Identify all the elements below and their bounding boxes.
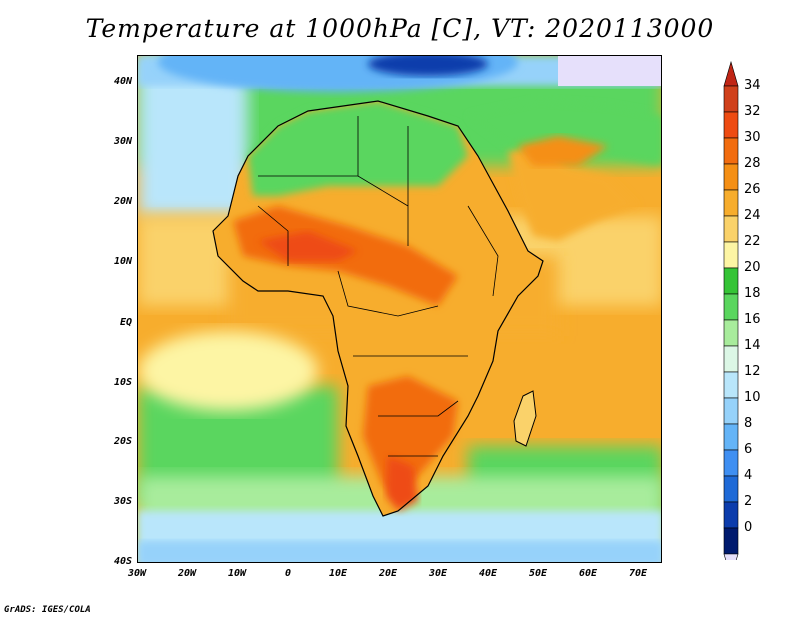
map-panel (137, 55, 662, 563)
colorbar-swatch (723, 397, 739, 425)
colorbar-label: 6 (744, 442, 753, 457)
lat-label: 10S (113, 377, 132, 388)
lon-label: 40E (478, 568, 498, 579)
temperature-field (138, 56, 661, 562)
colorbar-swatch (723, 215, 739, 243)
colorbar-swatch (723, 423, 739, 451)
colorbar-label: 4 (744, 468, 753, 483)
colorbar-label: 24 (744, 208, 761, 223)
lat-label: 10N (113, 256, 132, 267)
lon-label: 10W (227, 568, 247, 579)
colorbar-swatch (723, 137, 739, 165)
colorbar-label: 34 (744, 78, 761, 93)
lon-label: 30W (127, 568, 147, 579)
lon-label: 50E (528, 568, 548, 579)
colorbar-label: 8 (744, 416, 753, 431)
colorbar-label: 30 (744, 130, 761, 145)
colorbar-swatch (723, 449, 739, 477)
colorbar (723, 60, 739, 560)
lat-label: 40S (113, 556, 132, 567)
colorbar-label: 20 (744, 260, 761, 275)
colorbar-swatch (723, 163, 739, 191)
colorbar-label: 0 (744, 520, 753, 535)
lat-label: 20N (113, 196, 132, 207)
colorbar-label: 26 (744, 182, 761, 197)
chart-title: Temperature at 1000hPa [C], VT: 20201130… (85, 14, 715, 43)
colorbar-label: 18 (744, 286, 761, 301)
colorbar-swatch (723, 475, 739, 503)
colorbar-label: 16 (744, 312, 761, 327)
colorbar-swatch (723, 527, 739, 555)
colorbar-swatch (723, 85, 739, 113)
colorbar-top-triangle (723, 60, 739, 87)
lat-label: EQ (119, 317, 132, 328)
lon-label: 30E (428, 568, 448, 579)
lon-label: 20W (177, 568, 197, 579)
colorbar-swatch (723, 345, 739, 373)
lat-label: 20S (113, 436, 132, 447)
lon-label: 70E (628, 568, 648, 579)
lon-label: 0 (284, 568, 292, 579)
colorbar-bottom-triangle (723, 553, 739, 560)
colorbar-label: 12 (744, 364, 761, 379)
lon-label: 10E (328, 568, 348, 579)
colorbar-label: 10 (744, 390, 761, 405)
colorbar-label: 14 (744, 338, 761, 353)
lon-label: 20E (378, 568, 398, 579)
colorbar-label: 22 (744, 234, 761, 249)
lon-label: 60E (578, 568, 598, 579)
credit-text: GrADS: IGES/COLA (4, 605, 91, 615)
colorbar-swatch (723, 293, 739, 321)
colorbar-swatch (723, 241, 739, 269)
lat-label: 30S (113, 496, 132, 507)
colorbar-swatch (723, 111, 739, 139)
colorbar-swatch (723, 189, 739, 217)
lat-label: 40N (113, 76, 132, 87)
colorbar-swatch (723, 319, 739, 347)
colorbar-swatch (723, 267, 739, 295)
colorbar-label: 2 (744, 494, 753, 509)
colorbar-label: 32 (744, 104, 761, 119)
colorbar-label: 28 (744, 156, 761, 171)
colorbar-swatch (723, 371, 739, 399)
lat-label: 30N (113, 136, 132, 147)
colorbar-swatch (723, 501, 739, 529)
